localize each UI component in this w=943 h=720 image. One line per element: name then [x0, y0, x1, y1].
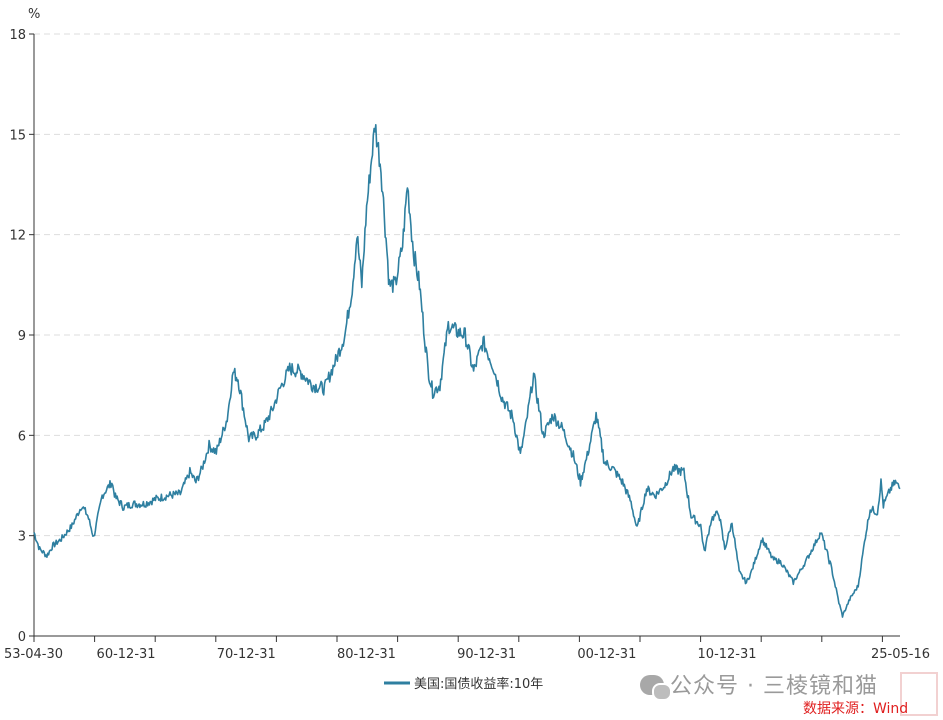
x-ticks: 53-04-30 60-12-31 70-12-31 80-12-31 90-12-31… [4, 636, 930, 662]
y-unit-label: % [28, 7, 40, 22]
watermark-text: 公众号 · 三棱镜和猫 [670, 674, 878, 699]
legend[interactable]: 美国:国债收益率:10年 [384, 676, 543, 692]
wechat-icon [640, 675, 672, 701]
x-tick-label: 00-12-31 [577, 647, 636, 662]
y-tick-label: 18 [9, 28, 26, 43]
x-tick-label: 90-12-31 [457, 647, 516, 662]
y-tick-label: 6 [18, 429, 26, 444]
x-tick-label: 80-12-31 [337, 647, 396, 662]
y-tick-label: 9 [18, 329, 26, 344]
x-tick-label: 25-05-16 [871, 647, 930, 662]
y-tick-label: 0 [18, 630, 26, 645]
seal-stamp-icon [900, 672, 938, 716]
series-group [33, 124, 901, 618]
watermark: 公众号 · 三棱镜和猫 [640, 668, 878, 701]
series-line [33, 124, 901, 618]
x-tick-label: 10-12-31 [698, 647, 757, 662]
y-tick-label: 15 [9, 128, 26, 143]
y-tick-label: 12 [9, 229, 26, 244]
x-tick-label: 60-12-31 [97, 647, 156, 662]
y-ticks: 0 3 6 9 12 15 18 [9, 28, 34, 645]
source-note: 数据来源：Wind [803, 701, 909, 717]
grid-lines [34, 33, 900, 537]
x-tick-label: 70-12-31 [217, 647, 276, 662]
y-tick-label: 3 [18, 530, 26, 545]
legend-label: 美国:国债收益率:10年 [414, 676, 543, 692]
x-tick-label: 53-04-30 [4, 647, 63, 662]
